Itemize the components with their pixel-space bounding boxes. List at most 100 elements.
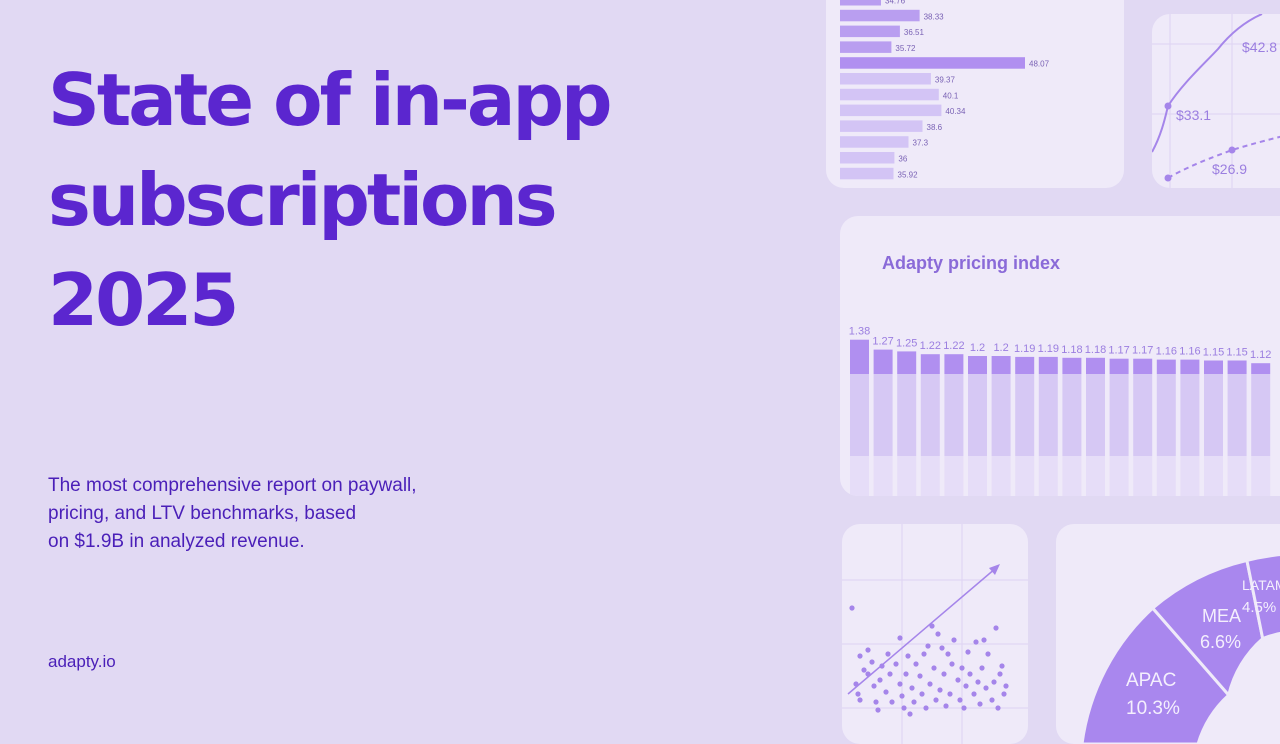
index-bar-excess — [1038, 356, 1058, 374]
index-bar-excess — [944, 354, 964, 374]
hbar — [840, 167, 894, 180]
index-bar-lower — [1062, 456, 1082, 496]
index-bar-base — [944, 374, 964, 456]
scatter-point — [981, 637, 987, 643]
site-link[interactable]: adapty.io — [48, 652, 116, 671]
index-bar-lower — [850, 456, 869, 496]
index-bar-excess — [1062, 357, 1082, 374]
scatter-point — [921, 651, 927, 657]
line-series-solid — [1152, 14, 1263, 153]
index-bar-label: 1.17 — [1108, 345, 1129, 357]
scatter-point — [873, 699, 879, 705]
point-label-428: $42.8 — [1242, 39, 1277, 55]
index-bar-excess — [1133, 358, 1153, 374]
scatter-point — [879, 663, 885, 669]
scatter-point — [999, 663, 1005, 669]
hbar-value-label: 36.51 — [904, 28, 925, 37]
index-bar-label: 1.19 — [1038, 343, 1059, 355]
index-bar-base — [873, 374, 893, 456]
index-bar-label: 1.12 — [1250, 349, 1271, 361]
scatter-point — [967, 671, 973, 677]
scatter-point — [899, 693, 905, 699]
region-pie-card: APAC 10.3% MEA 6.6% LATAM 4.5% — [1056, 524, 1280, 744]
index-bar-label: 1.25 — [896, 337, 917, 349]
scatter-point — [907, 711, 913, 717]
scatter-point — [935, 631, 941, 637]
index-bar-base — [991, 374, 1011, 456]
scatter-point — [877, 677, 883, 683]
scatter-point — [929, 623, 935, 629]
index-bar-base — [850, 374, 869, 456]
line-chart-card: $33.1 $42.8 $26.9 — [1152, 14, 1280, 188]
index-bar-lower — [1251, 456, 1271, 496]
description-line-1: The most comprehensive report on paywall… — [48, 475, 417, 496]
index-bar-excess — [968, 356, 987, 374]
line-chart: $33.1 $42.8 $26.9 — [1152, 14, 1280, 188]
pie-value-apac: 10.3% — [1126, 698, 1180, 719]
index-bar-lower — [1086, 456, 1105, 496]
index-bar-excess — [1156, 359, 1176, 374]
index-bar-excess — [1180, 359, 1200, 374]
scatter-point — [943, 703, 949, 709]
index-bar-label: 1.17 — [1132, 345, 1153, 357]
scatter-point — [955, 677, 961, 683]
scatter-point — [865, 671, 871, 677]
index-bar-label: 1.2 — [970, 342, 985, 354]
scatter-point — [937, 687, 943, 693]
index-bar-lower — [1109, 456, 1129, 496]
scatter-point — [887, 671, 893, 677]
index-bar-label: 1.18 — [1085, 344, 1106, 356]
region-pie-chart: APAC 10.3% MEA 6.6% LATAM 4.5% — [1080, 553, 1280, 744]
index-bar-base — [1038, 374, 1058, 456]
hbar-value-label: 34.76 — [885, 0, 906, 6]
hbar — [840, 25, 900, 38]
scatter-point — [963, 683, 969, 689]
hbar — [840, 0, 881, 6]
page-title: State of in-app subscriptions 2025 — [48, 50, 808, 350]
scatter-card — [842, 524, 1028, 744]
index-bar-excess — [897, 351, 917, 374]
index-bar-base — [1086, 374, 1105, 456]
index-bar-excess — [1227, 360, 1247, 374]
index-bar-base — [920, 374, 940, 456]
scatter-point — [977, 701, 983, 707]
pie-value-latam: 4.5% — [1242, 599, 1276, 616]
chart-title: Adapty pricing index — [882, 253, 1060, 273]
scatter-point — [897, 681, 903, 687]
hbar — [840, 88, 939, 101]
scatter-point — [949, 661, 955, 667]
scatter-point — [957, 697, 963, 703]
scatter-point — [939, 645, 945, 651]
hero-description: The most comprehensive report on paywall… — [48, 472, 478, 556]
index-bar-lower — [944, 456, 964, 496]
index-bar-label: 1.2 — [993, 342, 1008, 354]
index-bar-base — [1062, 374, 1082, 456]
scatter-point — [931, 665, 937, 671]
scatter-point — [885, 651, 891, 657]
scatter-point — [857, 697, 863, 703]
index-bar-excess — [1204, 360, 1223, 374]
hbar — [840, 136, 909, 148]
index-bar-lower — [1156, 456, 1176, 496]
hbar — [840, 41, 892, 53]
title-line-3: 2025 — [48, 258, 239, 342]
index-bar-base — [1156, 374, 1176, 456]
scatter-point — [883, 689, 889, 695]
pie-label-apac: APAC — [1126, 670, 1176, 691]
trend-line — [847, 567, 997, 695]
hbar — [840, 9, 920, 22]
index-bar-label: 1.16 — [1179, 346, 1200, 358]
scatter-point — [925, 643, 931, 649]
scatter-point — [983, 685, 989, 691]
index-bar-lower — [1038, 456, 1058, 496]
scatter-point — [849, 605, 855, 611]
scatter-chart — [842, 524, 1028, 744]
description-line-2: pricing, and LTV benchmarks, based — [48, 503, 357, 524]
scatter-point — [945, 651, 951, 657]
line-point — [1164, 174, 1172, 182]
scatter-point — [913, 661, 919, 667]
index-bar-base — [1204, 374, 1223, 456]
scatter-point — [853, 681, 859, 687]
index-bar-excess — [873, 349, 893, 374]
scatter-point — [997, 671, 1003, 677]
